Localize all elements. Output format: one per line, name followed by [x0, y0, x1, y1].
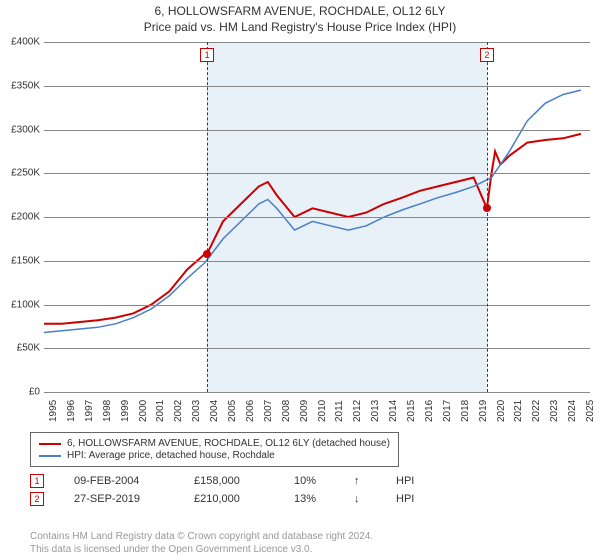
y-gridline — [44, 42, 590, 43]
x-tick-label: 2012 — [352, 400, 363, 422]
x-tick-label: 2006 — [245, 400, 256, 422]
title-main: 6, HOLLOWSFARM AVENUE, ROCHDALE, OL12 6L… — [0, 4, 600, 18]
y-gridline — [44, 130, 590, 131]
x-tick-label: 2021 — [513, 400, 524, 422]
transaction-date: 27-SEP-2019 — [74, 493, 164, 505]
x-tick-label: 2009 — [299, 400, 310, 422]
transaction-vline — [207, 42, 208, 392]
plot-area: 12 — [44, 42, 590, 392]
legend-label: 6, HOLLOWSFARM AVENUE, ROCHDALE, OL12 6L… — [67, 438, 390, 449]
title-sub: Price paid vs. HM Land Registry's House … — [0, 20, 600, 34]
x-tick-label: 2000 — [138, 400, 149, 422]
y-axis: £0£50K£100K£150K£200K£250K£300K£350K£400… — [0, 42, 44, 392]
legend-item: 6, HOLLOWSFARM AVENUE, ROCHDALE, OL12 6L… — [39, 438, 390, 449]
x-tick-label: 1998 — [102, 400, 113, 422]
series-line-property — [44, 134, 581, 324]
x-tick-label: 2015 — [406, 400, 417, 422]
x-tick-label: 2005 — [227, 400, 238, 422]
transaction-dot — [203, 250, 211, 258]
y-gridline — [44, 261, 590, 262]
footer: Contains HM Land Registry data © Crown c… — [30, 530, 373, 556]
y-tick-label: £300K — [11, 124, 40, 135]
transaction-price: £158,000 — [194, 475, 264, 487]
arrow-icon: ↓ — [354, 493, 366, 505]
chart-container: 6, HOLLOWSFARM AVENUE, ROCHDALE, OL12 6L… — [0, 0, 600, 560]
x-tick-label: 2010 — [317, 400, 328, 422]
chart-titles: 6, HOLLOWSFARM AVENUE, ROCHDALE, OL12 6L… — [0, 0, 600, 34]
x-tick-label: 1996 — [66, 400, 77, 422]
x-axis: 1995 1996 1997 1998 1999 2000 2001 2002 2003 2004… — [44, 392, 590, 432]
transaction-row-marker: 2 — [30, 492, 44, 506]
y-gridline — [44, 305, 590, 306]
y-gridline — [44, 173, 590, 174]
transaction-note: HPI — [396, 493, 414, 505]
x-tick-label: 2011 — [334, 400, 345, 422]
x-tick-label: 2003 — [191, 400, 202, 422]
transaction-row: 2 27-SEP-2019 £210,000 13% ↓ HPI — [30, 492, 414, 506]
x-tick-label: 2024 — [567, 400, 578, 422]
x-tick-label: 1997 — [84, 400, 95, 422]
transaction-date: 09-FEB-2004 — [74, 475, 164, 487]
x-tick-label: 2022 — [531, 400, 542, 422]
footer-line1: Contains HM Land Registry data © Crown c… — [30, 530, 373, 543]
transaction-pct: 10% — [294, 475, 324, 487]
transaction-marker: 2 — [480, 48, 494, 62]
x-tick-label: 2025 — [585, 400, 596, 422]
transaction-row: 1 09-FEB-2004 £158,000 10% ↑ HPI — [30, 474, 414, 488]
legend-swatch — [39, 455, 61, 457]
footer-line2: This data is licensed under the Open Gov… — [30, 543, 373, 556]
series-line-hpi — [44, 90, 581, 332]
transaction-dot — [483, 204, 491, 212]
x-tick-label: 2023 — [549, 400, 560, 422]
transaction-pct: 13% — [294, 493, 324, 505]
transaction-table: 1 09-FEB-2004 £158,000 10% ↑ HPI 2 27-SEP-2019 £… — [30, 474, 414, 510]
x-tick-label: 2014 — [388, 400, 399, 422]
x-tick-label: 2020 — [496, 400, 507, 422]
y-gridline — [44, 348, 590, 349]
x-tick-label: 2019 — [478, 400, 489, 422]
x-tick-label: 2004 — [209, 400, 220, 422]
x-tick-label: 2008 — [281, 400, 292, 422]
y-tick-label: £0 — [29, 387, 40, 398]
transaction-vline — [487, 42, 488, 392]
y-gridline — [44, 217, 590, 218]
y-tick-label: £100K — [11, 299, 40, 310]
x-tick-label: 2013 — [370, 400, 381, 422]
x-tick-label: 2007 — [263, 400, 274, 422]
arrow-icon: ↑ — [354, 475, 366, 487]
x-tick-label: 1995 — [48, 400, 59, 422]
x-tick-label: 1999 — [120, 400, 131, 422]
transaction-marker: 1 — [200, 48, 214, 62]
x-tick-label: 2018 — [460, 400, 471, 422]
legend: 6, HOLLOWSFARM AVENUE, ROCHDALE, OL12 6L… — [30, 432, 399, 467]
x-tick-label: 2002 — [173, 400, 184, 422]
transaction-row-marker: 1 — [30, 474, 44, 488]
y-tick-label: £50K — [17, 343, 40, 354]
x-tick-label: 2017 — [442, 400, 453, 422]
legend-label: HPI: Average price, detached house, Roch… — [67, 450, 275, 461]
legend-swatch — [39, 443, 61, 445]
legend-item: HPI: Average price, detached house, Roch… — [39, 450, 390, 461]
y-tick-label: £250K — [11, 168, 40, 179]
y-tick-label: £400K — [11, 37, 40, 48]
transaction-note: HPI — [396, 475, 414, 487]
y-gridline — [44, 86, 590, 87]
x-tick-label: 2016 — [424, 400, 435, 422]
y-tick-label: £150K — [11, 255, 40, 266]
x-tick-label: 2001 — [155, 400, 166, 422]
y-tick-label: £200K — [11, 212, 40, 223]
transaction-price: £210,000 — [194, 493, 264, 505]
y-tick-label: £350K — [11, 80, 40, 91]
